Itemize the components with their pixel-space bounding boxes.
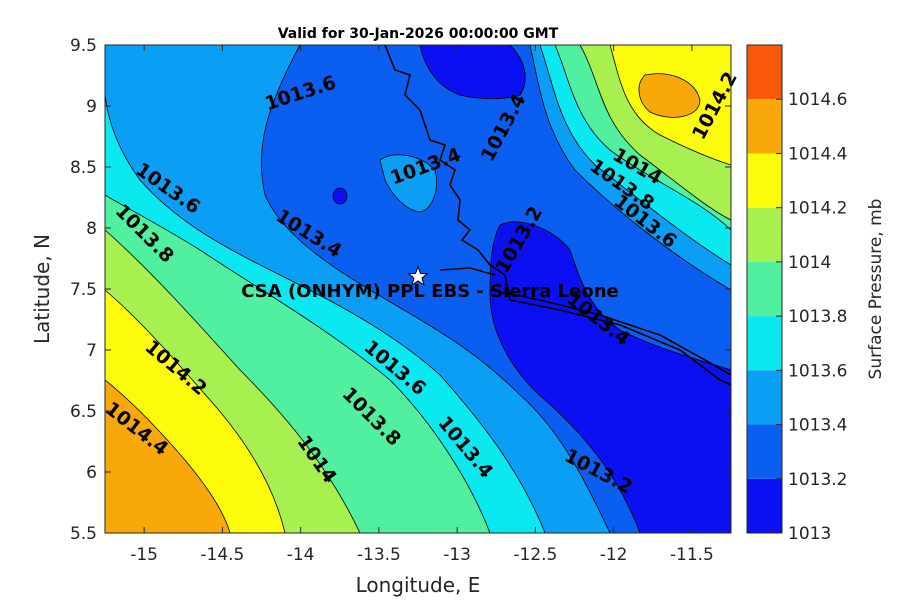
x-tick-label: -14.5 <box>200 545 244 565</box>
y-axis-label: Latitude, N <box>30 234 54 344</box>
x-tick-label: -15 <box>130 545 158 565</box>
colorbar-swatch <box>747 153 782 208</box>
colorbar-level-label: 1014 <box>788 253 831 273</box>
band-1014.4-1014.6-ne <box>638 73 701 118</box>
colorbar-level-label: 1013.8 <box>788 307 847 327</box>
x-axis-label: Longitude, E <box>356 573 481 597</box>
small-low-cell <box>332 187 348 205</box>
y-tick-label: 8 <box>86 219 97 239</box>
colorbar-swatch <box>747 478 782 533</box>
band-1014.4-1014.6-sw <box>105 379 231 533</box>
y-tick-label: 5.5 <box>70 524 97 544</box>
coastline-layer <box>384 45 731 386</box>
colorbar-level-label: 1013 <box>788 524 831 544</box>
colorbar-level-label: 1014.4 <box>788 144 847 164</box>
band-1013.4-inlier <box>379 154 437 213</box>
colorbar-level-label: 1013.4 <box>788 416 847 436</box>
chart-title: Valid for 30-Jan-2026 00:00:00 GMT <box>278 26 559 42</box>
colorbar-level-label: 1014.6 <box>788 90 847 110</box>
x-tick-label: -11.5 <box>670 545 714 565</box>
plot-area <box>105 45 731 533</box>
colorbar-level-label: 1013.6 <box>788 361 847 381</box>
y-tick-label: 7.5 <box>70 280 97 300</box>
site-star-marker <box>407 265 429 287</box>
border-path <box>489 289 731 376</box>
colorbar-level-label: 1014.2 <box>788 199 847 219</box>
colorbar-swatch <box>747 99 782 154</box>
coastline-path <box>384 45 731 386</box>
colorbar-title: Surface Pressure, mb <box>866 199 886 380</box>
colorbar-swatch <box>747 370 782 425</box>
y-tick-label: 6 <box>86 463 97 483</box>
colorbar: 1013 1013.2 1013.4 1013.6 1013.8 1014 1014.2 10… <box>746 44 847 544</box>
x-tick-label: -12.5 <box>513 545 557 565</box>
site-layer: CSA (ONHYM) PPL EBS - Sierra Leone <box>241 265 619 302</box>
colorbar-level-label: 1013.2 <box>788 470 847 490</box>
colorbar-swatch <box>747 45 782 100</box>
y-tick-label: 9 <box>86 97 97 117</box>
site-label: CSA (ONHYM) PPL EBS - Sierra Leone <box>241 281 618 302</box>
colorbar-swatch <box>747 424 782 479</box>
x-tick-label: -13 <box>443 545 471 565</box>
x-axis: -15 -14.5 -14 -13.5 -13 -12.5 -12 -11.5 <box>130 45 714 565</box>
colorbar-swatch <box>747 316 782 371</box>
y-tick-label: 6.5 <box>70 402 97 422</box>
x-tick-label: -12 <box>600 545 628 565</box>
y-axis: 5.5 6 6.5 7 7.5 8 8.5 9 9.5 <box>70 36 731 544</box>
band-1013-1013.2-north <box>419 45 526 100</box>
colorbar-swatch <box>747 261 782 317</box>
island-path <box>439 267 496 276</box>
y-tick-label: 8.5 <box>70 158 97 178</box>
x-tick-label: -13.5 <box>357 545 401 565</box>
y-tick-label: 7 <box>86 341 97 361</box>
colorbar-swatch <box>747 207 782 262</box>
x-tick-label: -14 <box>287 545 315 565</box>
y-tick-label: 9.5 <box>70 36 97 56</box>
contour-fill-layer <box>105 45 731 533</box>
colorbar-frame <box>746 44 783 534</box>
